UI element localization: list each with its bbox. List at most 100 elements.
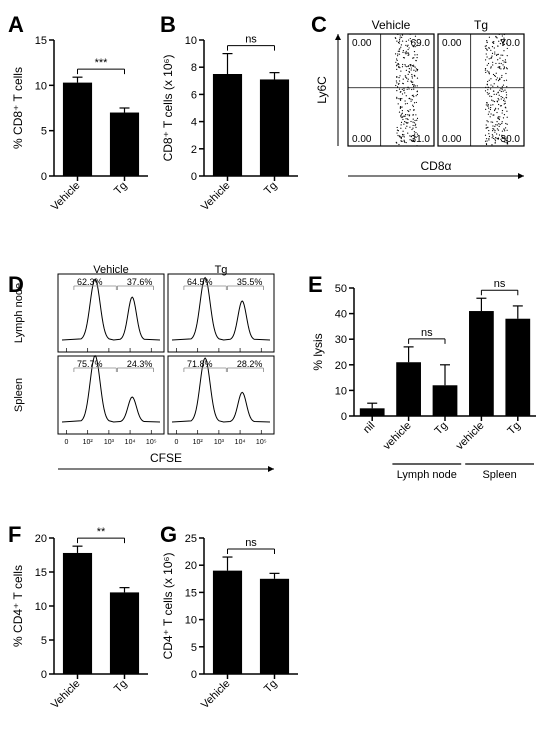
svg-text:30.0: 30.0 bbox=[501, 134, 521, 145]
svg-text:15: 15 bbox=[35, 567, 47, 579]
svg-text:% CD8⁺ T cells: % CD8⁺ T cells bbox=[11, 67, 25, 149]
svg-text:10: 10 bbox=[185, 615, 197, 627]
panel-D-chart: VehicleTgLymph nodeSpleen62.3%37.6%64.5%… bbox=[8, 262, 308, 492]
svg-text:10³: 10³ bbox=[104, 439, 115, 446]
panel-F-label: F bbox=[8, 522, 21, 548]
svg-text:0: 0 bbox=[41, 171, 47, 183]
svg-text:Tg: Tg bbox=[112, 180, 130, 198]
svg-text:% lysis: % lysis bbox=[311, 333, 325, 370]
svg-text:5: 5 bbox=[41, 126, 47, 138]
svg-text:***: *** bbox=[95, 57, 109, 69]
svg-text:10: 10 bbox=[335, 385, 347, 397]
svg-text:nil: nil bbox=[361, 420, 377, 436]
svg-text:8: 8 bbox=[191, 62, 197, 74]
figure-wrapper: A B C D E F G 0 5 10 15 % CD8⁺ T cells Vehicl… bbox=[8, 14, 542, 732]
svg-text:10: 10 bbox=[185, 35, 197, 47]
svg-text:ns: ns bbox=[245, 34, 257, 46]
svg-text:Tg: Tg bbox=[505, 420, 523, 438]
panel-G-label: G bbox=[160, 522, 177, 548]
svg-text:10²: 10² bbox=[83, 439, 94, 446]
panel-E-chart: 01020304050% lysisnilvehicleTgvehicleTgn… bbox=[308, 262, 542, 492]
panel-E-label: E bbox=[308, 272, 323, 298]
panel-F-chart: 0 5 10 15 20 % CD4⁺ T cells Vehicle Tg ** bbox=[8, 512, 158, 732]
svg-text:0.00: 0.00 bbox=[442, 134, 462, 145]
svg-text:2: 2 bbox=[191, 144, 197, 156]
svg-text:6: 6 bbox=[191, 89, 197, 101]
svg-text:0.00: 0.00 bbox=[442, 38, 462, 49]
svg-text:CD8α: CD8α bbox=[421, 159, 452, 173]
svg-text:15: 15 bbox=[185, 587, 197, 599]
svg-text:Lymph node: Lymph node bbox=[397, 469, 457, 481]
svg-text:40: 40 bbox=[335, 309, 347, 321]
panel-C-chart: Vehicle Tg 0.00 69.0 0.00 31.0 0.00 70.0 0.00 30.… bbox=[308, 14, 542, 234]
svg-text:Vehicle: Vehicle bbox=[372, 18, 411, 32]
svg-text:Spleen: Spleen bbox=[482, 469, 516, 481]
svg-text:CD8⁺ T cells (x 10⁶): CD8⁺ T cells (x 10⁶) bbox=[161, 55, 175, 162]
svg-text:**: ** bbox=[97, 526, 106, 538]
svg-text:ns: ns bbox=[421, 327, 433, 339]
panel-B-label: B bbox=[160, 12, 176, 38]
svg-text:Vehicle: Vehicle bbox=[199, 678, 233, 712]
svg-text:0: 0 bbox=[41, 669, 47, 681]
svg-text:25: 25 bbox=[185, 533, 197, 545]
svg-text:Spleen: Spleen bbox=[13, 378, 25, 412]
svg-text:30: 30 bbox=[335, 334, 347, 346]
panel-C-label: C bbox=[311, 12, 327, 38]
svg-text:0: 0 bbox=[65, 439, 69, 446]
svg-text:69.0: 69.0 bbox=[411, 38, 431, 49]
svg-text:vehicle: vehicle bbox=[381, 420, 414, 453]
svg-text:35.5%: 35.5% bbox=[237, 277, 263, 287]
svg-text:Tg: Tg bbox=[112, 678, 130, 696]
svg-text:75.7%: 75.7% bbox=[77, 359, 103, 369]
svg-text:5: 5 bbox=[41, 635, 47, 647]
svg-text:ns: ns bbox=[245, 537, 257, 549]
svg-text:Ly6C: Ly6C bbox=[315, 76, 329, 104]
svg-text:vehicle: vehicle bbox=[454, 420, 487, 453]
svg-text:71.8%: 71.8% bbox=[187, 359, 213, 369]
svg-text:CD4⁺ T cells (x 10⁶): CD4⁺ T cells (x 10⁶) bbox=[161, 553, 175, 660]
svg-text:20: 20 bbox=[335, 360, 347, 372]
svg-text:0: 0 bbox=[341, 411, 347, 423]
panel-G-chart: 0 5 10 15 20 25 CD4⁺ T cells (x 10⁶) Vehicle Tg n… bbox=[158, 512, 308, 732]
svg-text:64.5%: 64.5% bbox=[187, 277, 213, 287]
svg-text:62.3%: 62.3% bbox=[77, 277, 103, 287]
svg-text:CFSE: CFSE bbox=[150, 451, 182, 465]
svg-text:50: 50 bbox=[335, 283, 347, 295]
svg-text:10: 10 bbox=[35, 80, 47, 92]
svg-text:28.2%: 28.2% bbox=[237, 359, 263, 369]
svg-text:0: 0 bbox=[175, 439, 179, 446]
svg-text:10⁴: 10⁴ bbox=[125, 439, 136, 446]
svg-text:Tg: Tg bbox=[262, 678, 280, 696]
panel-A-label: A bbox=[8, 12, 24, 38]
svg-text:31.0: 31.0 bbox=[411, 134, 431, 145]
svg-text:Vehicle: Vehicle bbox=[49, 180, 83, 214]
svg-text:Tg: Tg bbox=[474, 18, 488, 32]
svg-text:5: 5 bbox=[191, 642, 197, 654]
svg-text:10³: 10³ bbox=[214, 439, 225, 446]
svg-text:4: 4 bbox=[191, 117, 197, 129]
svg-text:10²: 10² bbox=[193, 439, 204, 446]
svg-text:Tg: Tg bbox=[262, 180, 280, 198]
svg-text:37.6%: 37.6% bbox=[127, 277, 153, 287]
svg-text:0.00: 0.00 bbox=[352, 38, 372, 49]
svg-text:0: 0 bbox=[191, 669, 197, 681]
svg-text:Tg: Tg bbox=[433, 420, 451, 438]
svg-text:% CD4⁺ T cells: % CD4⁺ T cells bbox=[11, 565, 25, 647]
svg-text:Vehicle: Vehicle bbox=[199, 180, 233, 214]
svg-text:0.00: 0.00 bbox=[352, 134, 372, 145]
svg-text:0: 0 bbox=[191, 171, 197, 183]
svg-text:Vehicle: Vehicle bbox=[49, 678, 83, 712]
svg-text:20: 20 bbox=[35, 533, 47, 545]
svg-text:20: 20 bbox=[185, 560, 197, 572]
panel-B-chart: 0 2 4 6 8 10 CD8⁺ T cells (x 10⁶) Vehicle Tg ns bbox=[158, 14, 308, 234]
svg-text:10⁵: 10⁵ bbox=[146, 439, 157, 446]
svg-text:ns: ns bbox=[494, 278, 506, 290]
svg-text:10: 10 bbox=[35, 601, 47, 613]
panel-D-label: D bbox=[8, 272, 24, 298]
svg-text:10⁴: 10⁴ bbox=[235, 439, 246, 446]
svg-text:15: 15 bbox=[35, 35, 47, 47]
panel-A-chart: 0 5 10 15 % CD8⁺ T cells Vehicle Tg *** bbox=[8, 14, 158, 234]
svg-text:10⁵: 10⁵ bbox=[256, 439, 267, 446]
svg-text:24.3%: 24.3% bbox=[127, 359, 153, 369]
svg-text:70.0: 70.0 bbox=[501, 38, 521, 49]
